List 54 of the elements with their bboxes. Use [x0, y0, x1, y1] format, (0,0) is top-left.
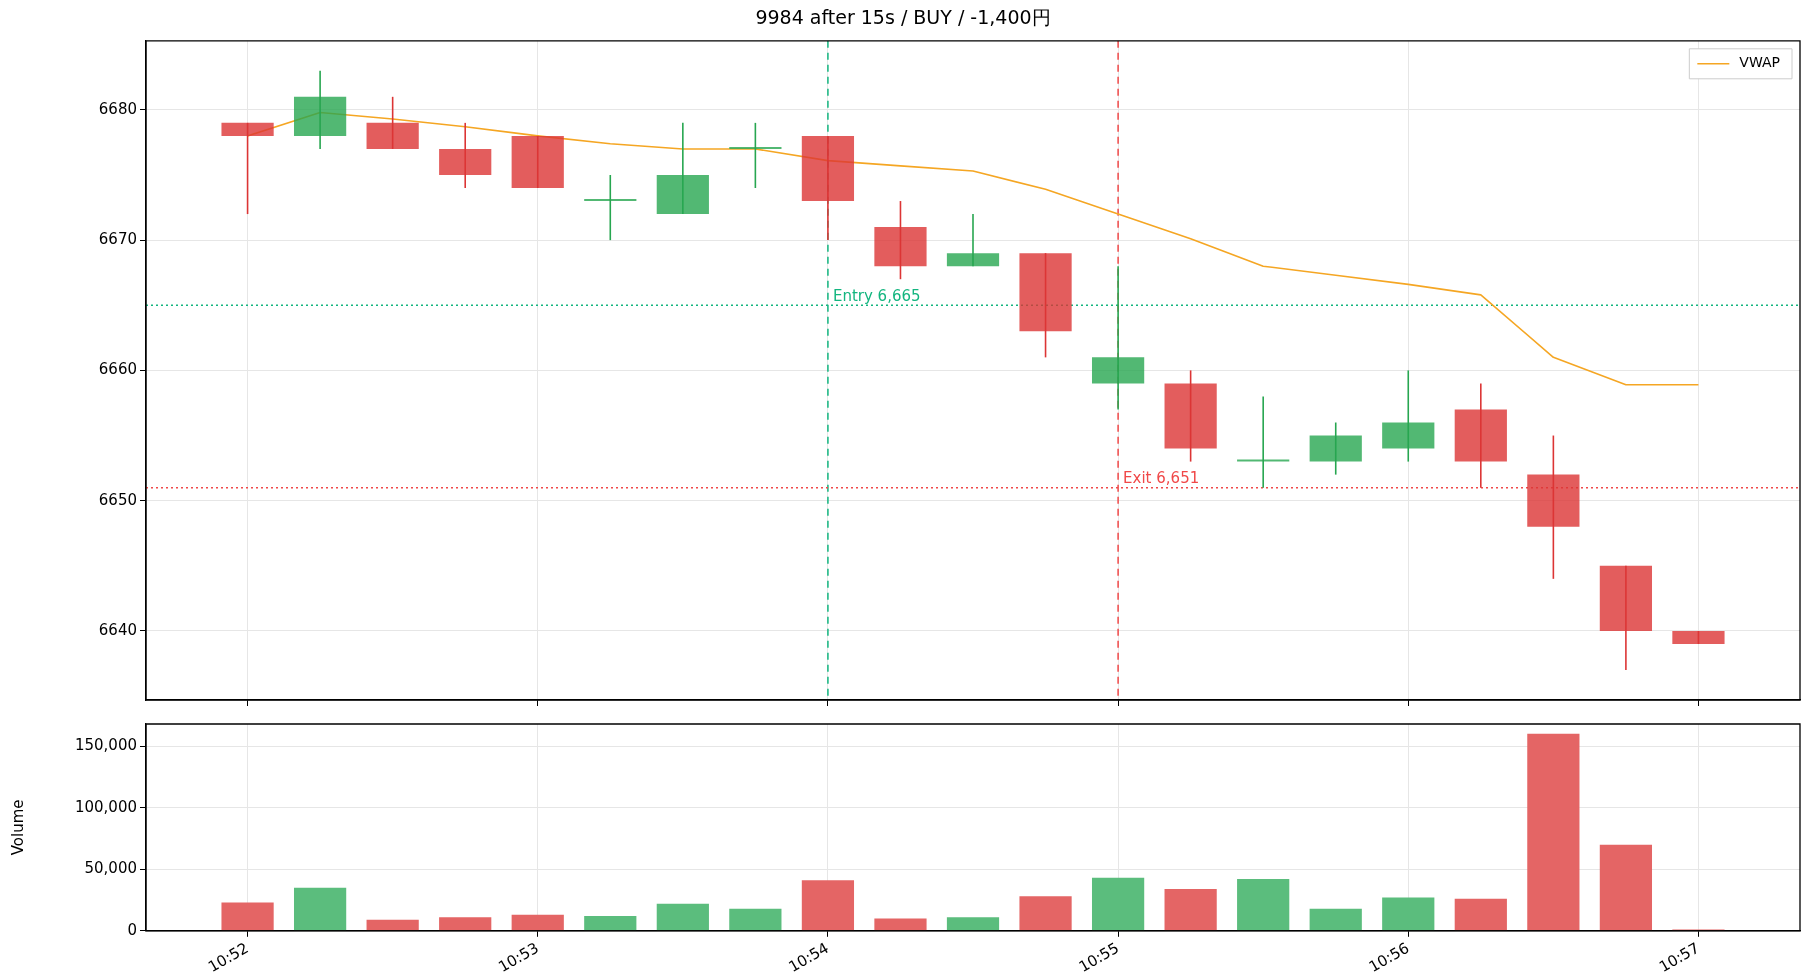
bar — [1237, 879, 1290, 931]
bar — [729, 908, 782, 931]
candlestick — [1527, 434, 1580, 580]
annotation: Entry 6,665 — [832, 286, 921, 305]
y-tick-label: 6640 — [98, 620, 137, 639]
candlestick — [729, 122, 782, 189]
candlestick — [293, 69, 347, 150]
y-tick-label: 50,000 — [84, 859, 137, 878]
bar — [801, 880, 855, 931]
candlestick — [366, 96, 419, 150]
y-tick-label: 6660 — [98, 360, 137, 379]
candlestick — [1382, 369, 1435, 463]
bar — [366, 919, 419, 931]
y-tick-label: 150,000 — [74, 736, 137, 755]
candlestick — [1309, 421, 1362, 476]
chart-title: 9984 after 15s / BUY / -1,400円 — [755, 6, 1051, 29]
candlestick — [1237, 395, 1290, 489]
bar — [874, 918, 927, 931]
bar — [1309, 908, 1362, 931]
candlestick — [1091, 265, 1145, 411]
bar — [584, 916, 637, 931]
candlestick — [1019, 252, 1072, 359]
bar — [1019, 896, 1072, 931]
y-axis-title: Volume — [8, 799, 27, 856]
bar — [1091, 877, 1145, 931]
y-tick-label: 6670 — [98, 230, 137, 249]
bar — [439, 917, 492, 931]
bar — [1527, 733, 1580, 931]
candlestick — [946, 213, 1000, 267]
y-tick-label: 100,000 — [74, 797, 137, 816]
candlestick — [1599, 565, 1653, 671]
candlestick — [439, 122, 492, 189]
bar — [293, 887, 347, 931]
bar — [221, 902, 274, 931]
y-tick-label: 6680 — [98, 99, 137, 118]
y-tick-label: 0 — [127, 920, 137, 939]
bar — [946, 917, 1000, 931]
candlestick — [1454, 382, 1507, 489]
candlestick — [1164, 369, 1217, 463]
candlestick — [656, 122, 709, 215]
legend-label: VWAP — [1739, 54, 1781, 71]
bar — [656, 903, 709, 931]
bar — [1454, 898, 1507, 931]
candlestick — [584, 174, 637, 241]
bar — [511, 914, 564, 931]
candlestick — [221, 122, 274, 215]
y-tick-label: 6650 — [98, 490, 137, 509]
annotation: Exit 6,651 — [1123, 469, 1200, 488]
candlestick — [801, 135, 855, 241]
candlestick — [511, 135, 564, 189]
bar — [1164, 888, 1217, 931]
bar — [1382, 897, 1435, 931]
candlestick — [874, 200, 927, 281]
bar — [1599, 844, 1653, 931]
